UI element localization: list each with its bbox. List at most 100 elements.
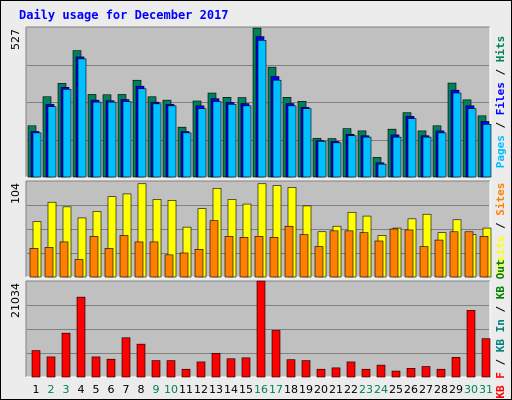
- sites-bar: [344, 230, 354, 278]
- pages-bar: [317, 141, 327, 178]
- kbytes-bar: [136, 343, 146, 378]
- day-label: 12: [194, 383, 208, 396]
- day-label: 3: [63, 383, 70, 396]
- sites-bar: [44, 247, 54, 278]
- pages-bar: [482, 124, 492, 178]
- kbytes-bar: [451, 357, 461, 378]
- pages-bar: [392, 136, 402, 178]
- kbytes-bar: [91, 356, 101, 378]
- sites-bar: [209, 220, 219, 278]
- kbytes-bar: [61, 332, 71, 378]
- kbytes-bar: [106, 358, 116, 378]
- top-max-label: 527: [9, 29, 22, 50]
- pages-bar: [437, 132, 447, 178]
- pages-bar: [77, 58, 87, 178]
- kbytes-bar: [346, 361, 356, 378]
- day-label: 11: [179, 383, 193, 396]
- sites-bar: [74, 259, 84, 278]
- pages-bar: [362, 136, 372, 178]
- legend-item: /: [494, 299, 507, 319]
- day-label: 30: [464, 383, 478, 396]
- middle-max-label: 104: [9, 183, 22, 204]
- sites-bar: [179, 252, 189, 278]
- bottom-max-label: 21034: [9, 283, 22, 318]
- kbytes-bar: [391, 370, 401, 378]
- pages-bar: [167, 105, 177, 178]
- kbytes-bar: [121, 337, 131, 378]
- sites-bar: [29, 248, 39, 278]
- sites-bar: [194, 249, 204, 278]
- sites-bar: [464, 231, 474, 278]
- day-label: 7: [123, 383, 130, 396]
- day-label: 20: [314, 383, 328, 396]
- kbytes-bar: [256, 280, 266, 378]
- kbytes-bar: [421, 366, 431, 378]
- day-label: 10: [164, 383, 178, 396]
- sites-bar: [284, 225, 294, 278]
- pages-bar: [137, 88, 147, 178]
- day-label: 26: [404, 383, 418, 396]
- top-legend: Pages / Files / Hits: [494, 36, 507, 169]
- day-label: 23: [359, 383, 373, 396]
- day-label: 27: [419, 383, 433, 396]
- day-label: 4: [78, 383, 85, 396]
- day-label: 28: [434, 383, 448, 396]
- pages-bar: [32, 132, 42, 178]
- pages-bar: [182, 132, 192, 178]
- day-label: 6: [108, 383, 115, 396]
- sites-bar: [59, 241, 69, 278]
- sites-bar: [164, 254, 174, 278]
- day-label: 16: [254, 383, 268, 396]
- kbytes-bar: [361, 368, 371, 378]
- sites-bar: [374, 240, 384, 278]
- sites-bar: [314, 246, 324, 278]
- pages-bar: [92, 101, 102, 178]
- middle-panel: 104 Visits / Sites: [9, 180, 507, 278]
- sites-bar: [119, 235, 129, 278]
- pages-bar: [62, 89, 72, 178]
- kbytes-bar: [466, 310, 476, 378]
- pages-bar: [377, 163, 387, 178]
- legend-item: Sites: [494, 183, 507, 216]
- sites-bar: [329, 230, 339, 278]
- kbytes-bar: [436, 368, 446, 378]
- legend-item: KB F: [494, 372, 507, 399]
- sites-bar: [434, 239, 444, 278]
- sites-bar: [299, 234, 309, 278]
- day-label: 9: [153, 383, 160, 396]
- pages-bar: [212, 101, 222, 178]
- top-panel: 527 Pages / Files / Hits: [9, 26, 507, 178]
- sites-bar: [269, 237, 279, 278]
- day-label: 25: [389, 383, 403, 396]
- kbytes-bar: [31, 350, 41, 378]
- day-label: 18: [284, 383, 298, 396]
- legend-item: /: [494, 352, 507, 372]
- pages-bar: [197, 108, 207, 178]
- legend-item: KB In: [494, 319, 507, 352]
- pages-bar: [407, 118, 417, 178]
- middle-legend: Visits / Sites: [494, 183, 507, 276]
- day-label: 24: [374, 383, 388, 396]
- day-label: 13: [209, 383, 223, 396]
- kbytes-bar: [316, 368, 326, 378]
- pages-bar: [122, 101, 132, 178]
- pages-bar: [227, 104, 237, 178]
- day-label: 8: [138, 383, 145, 396]
- legend-item: /: [494, 216, 507, 236]
- sites-bar: [224, 236, 234, 278]
- kbytes-bar: [226, 358, 236, 378]
- sites-bar: [404, 229, 414, 278]
- sites-bar: [239, 237, 249, 278]
- day-label: 21: [329, 383, 343, 396]
- pages-bar: [452, 92, 462, 178]
- kbytes-bar: [301, 360, 311, 378]
- kbytes-bar: [241, 357, 251, 378]
- pages-bar: [47, 106, 57, 178]
- kbytes-bar: [166, 360, 176, 378]
- kbytes-bar: [46, 356, 56, 378]
- day-label: 15: [239, 383, 253, 396]
- sites-bar: [254, 236, 264, 278]
- day-label: 5: [93, 383, 100, 396]
